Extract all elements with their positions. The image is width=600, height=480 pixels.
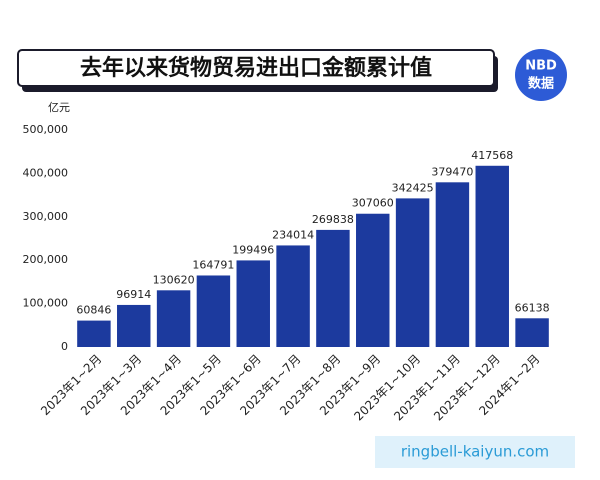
logo-text: 数据 [528,76,554,92]
y-tick-label: 0 [61,340,68,353]
bar [515,318,549,347]
value-label: 96914 [116,288,151,301]
bar [117,304,151,347]
y-tick-label: 100,000 [23,297,69,310]
value-label: 234014 [272,228,314,241]
value-label: 379470 [431,165,473,178]
bar [156,290,191,347]
bar [395,198,430,347]
bar [196,275,231,347]
value-label: 342425 [392,181,434,194]
watermark: ringbell-kaiyun.com [401,443,549,461]
watermark-box [375,436,575,468]
bar [77,320,111,347]
y-axis-label: 亿元 [48,101,70,114]
bar [475,165,509,347]
bar [316,229,350,347]
value-label: 164791 [192,258,234,271]
value-label: 66138 [515,301,550,314]
logo-circle [515,49,567,101]
value-label: 307060 [352,197,394,210]
value-label: 269838 [312,213,354,226]
value-label: 417568 [471,149,513,162]
bar [356,213,390,347]
bar [276,245,310,347]
y-tick-label: 200,000 [23,253,69,266]
value-label: 199496 [232,243,274,256]
logo-text: NBD [525,59,557,74]
y-tick-label: 500,000 [23,123,69,136]
value-label: 130620 [153,273,195,286]
y-tick-label: 300,000 [23,210,69,223]
value-label: 60846 [76,304,111,317]
bar [236,260,270,347]
y-tick-label: 400,000 [23,166,69,179]
chart-title: 去年以来货物贸易进出口金额累计值 [80,55,432,81]
bar [435,182,470,347]
title-box [17,49,495,87]
